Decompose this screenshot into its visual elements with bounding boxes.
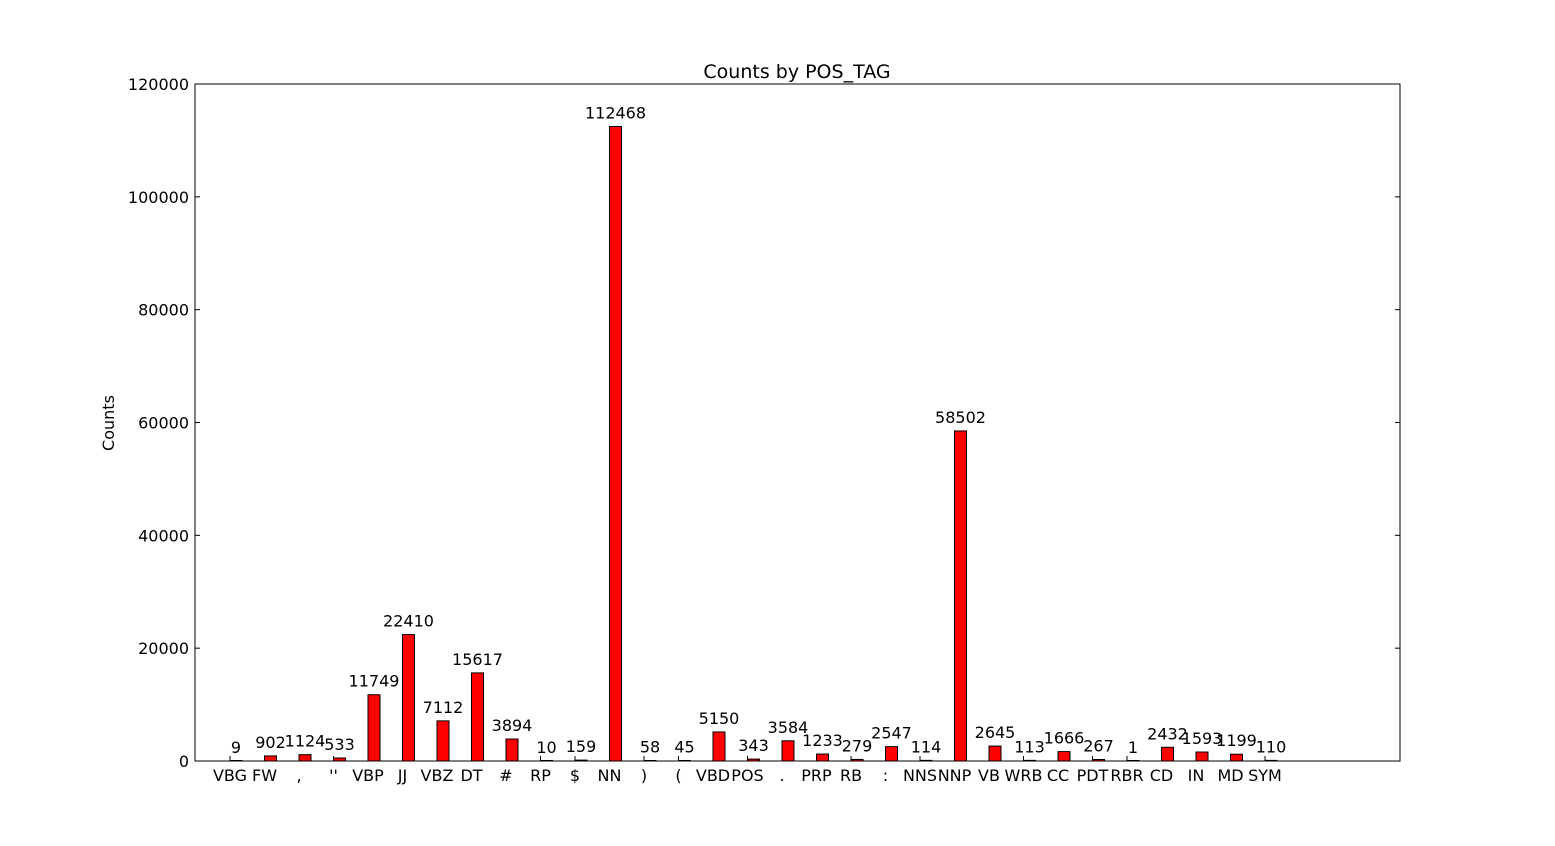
bar [402, 634, 415, 762]
bar-value-label: 1 [1128, 738, 1138, 757]
x-tick-label: '' [329, 766, 338, 785]
bar [885, 746, 898, 762]
x-tick-label: NN [598, 766, 622, 785]
bar-value-label: 15617 [452, 650, 503, 669]
bar [1057, 751, 1071, 762]
bar-value-label: 1233 [802, 731, 843, 750]
x-tick-label: : [883, 766, 888, 785]
bar [367, 694, 381, 762]
bar-value-label: 343 [738, 736, 769, 755]
y-tick-label: 0 [179, 752, 189, 771]
x-tick-label: IN [1188, 766, 1205, 785]
bar-value-label: 159 [566, 737, 597, 756]
x-tick-label: MD [1217, 766, 1243, 785]
bar-value-label: 11749 [349, 672, 400, 691]
bar-value-label: 2547 [871, 724, 912, 743]
bar-value-label: 7112 [423, 698, 464, 717]
y-tick-label: 20000 [138, 639, 189, 658]
bar-value-label: 22410 [383, 612, 434, 631]
bar-value-label: 533 [324, 735, 355, 754]
bar-value-label: 9 [231, 738, 241, 757]
bar [988, 745, 1002, 762]
bar-value-label: 267 [1083, 736, 1114, 755]
y-axis-label: Counts [99, 395, 118, 451]
bar-value-label: 1666 [1044, 729, 1085, 748]
x-tick-label: POS [731, 766, 763, 785]
x-tick-label: VB [978, 766, 1000, 785]
x-tick-label: FW [252, 766, 277, 785]
bar-value-label: 10 [536, 738, 556, 757]
x-tick-label: CC [1047, 766, 1069, 785]
bar-value-label: 3894 [492, 716, 533, 735]
x-tick-label: , [296, 766, 301, 785]
x-tick-label: PRP [801, 766, 832, 785]
bar-value-label: 5150 [699, 709, 740, 728]
bar [712, 731, 726, 762]
x-tick-label: NNS [903, 766, 937, 785]
bar-value-label: 2645 [975, 723, 1016, 742]
bar [436, 720, 450, 762]
bar [471, 672, 484, 762]
bar [781, 740, 795, 762]
x-tick-label: RP [530, 766, 551, 785]
chart-title: Counts by POS_TAG [703, 61, 890, 83]
x-tick-label: VBP [352, 766, 384, 785]
bar [264, 755, 277, 762]
x-tick-label: . [779, 766, 784, 785]
x-tick-label: ( [675, 766, 681, 785]
bar [505, 738, 519, 762]
bar-value-label: 58502 [935, 408, 986, 427]
bar-value-label: 1199 [1216, 731, 1257, 750]
bar-value-label: 279 [842, 736, 873, 755]
bar-value-label: 45 [674, 738, 694, 757]
bar [1161, 746, 1174, 762]
bar-value-label: 114 [911, 737, 942, 756]
x-tick-label: NNP [938, 766, 972, 785]
x-tick-label: RBR [1110, 766, 1143, 785]
bar [1230, 753, 1243, 762]
plot-frame [194, 83, 1401, 762]
bar-value-label: 113 [1014, 737, 1045, 756]
bar-value-label: 58 [640, 738, 660, 757]
bar [298, 754, 312, 762]
bar-value-label: 112468 [585, 103, 646, 122]
bar-value-label: 1593 [1182, 729, 1223, 748]
bar-value-label: 110 [1256, 737, 1287, 756]
bar [609, 125, 622, 762]
bar-value-label: 902 [255, 733, 286, 752]
x-tick-label: WRB [1005, 766, 1043, 785]
x-tick-label: VBD [696, 766, 730, 785]
bar-value-label: 2432 [1147, 724, 1188, 743]
y-tick-label: 100000 [128, 188, 189, 207]
x-tick-label: CD [1150, 766, 1174, 785]
bar-value-label: 1124 [285, 732, 326, 751]
bar [1195, 751, 1209, 762]
y-tick-label: 120000 [128, 75, 189, 94]
x-tick-label: VBZ [421, 766, 454, 785]
bar [954, 430, 967, 762]
x-tick-label: $ [570, 766, 580, 785]
x-tick-label: # [499, 766, 512, 785]
x-tick-label: DT [460, 766, 482, 785]
x-tick-label: JJ [397, 766, 407, 785]
x-tick-label: RB [840, 766, 862, 785]
x-tick-label: PDT [1077, 766, 1109, 785]
x-tick-label: SYM [1248, 766, 1282, 785]
x-tick-label: VBG [213, 766, 247, 785]
bar-value-label: 3584 [768, 718, 809, 737]
x-tick-label: ) [641, 766, 647, 785]
y-tick-label: 40000 [138, 526, 189, 545]
y-tick-label: 80000 [138, 301, 189, 320]
bar [816, 753, 829, 762]
y-tick-label: 60000 [138, 414, 189, 433]
